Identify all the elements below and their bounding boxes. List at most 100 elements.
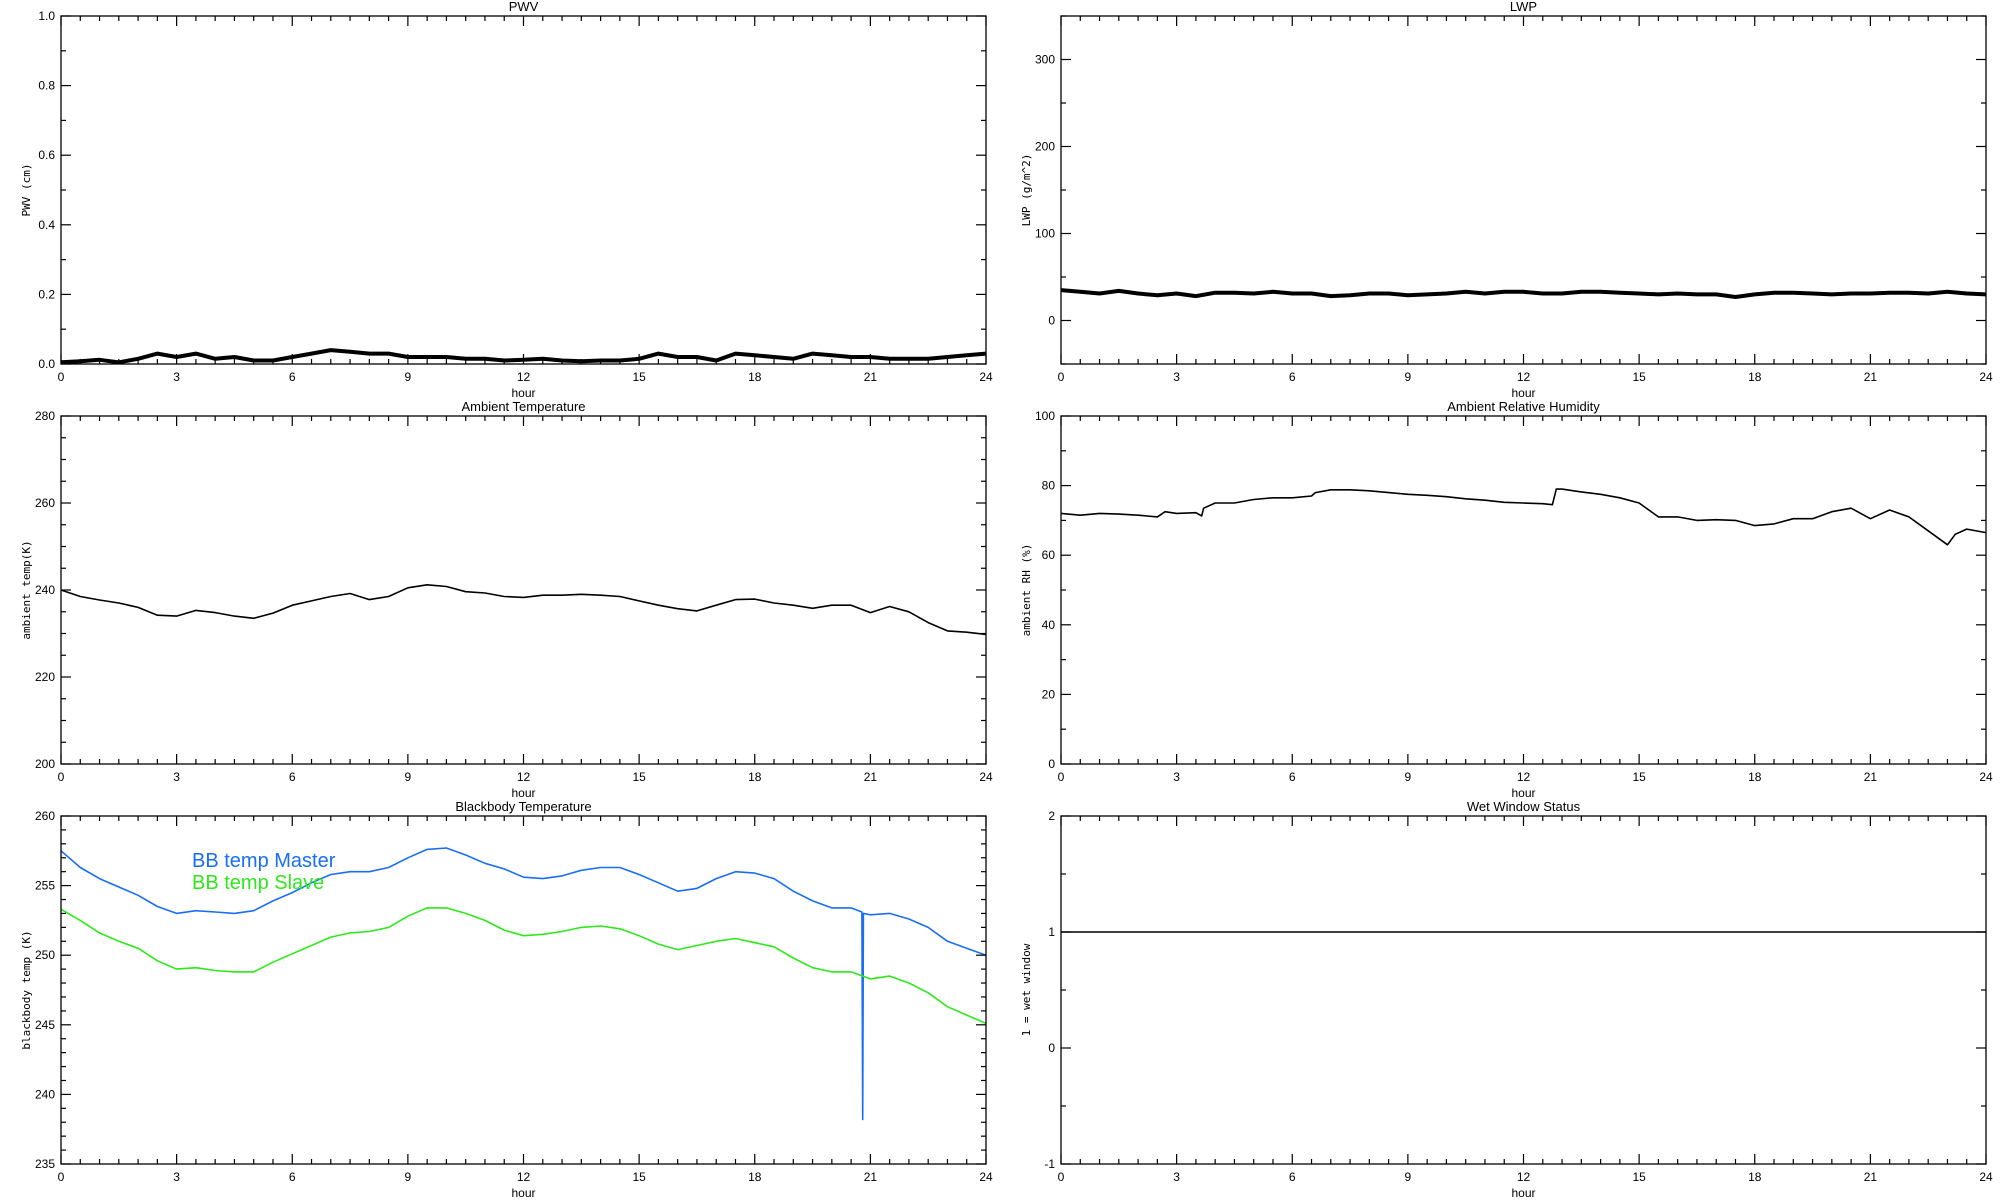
y-tick-label: -1 [1044, 1157, 1055, 1171]
y-tick-label: 0 [1048, 757, 1055, 771]
series-line-1 [60, 907, 987, 1025]
x-tick-label: 0 [58, 370, 65, 384]
blackbody-temperature-chart: 0 3 6 9 12 15 18 21 24 235 240 245 250 255 260 Blackbod… [20, 799, 993, 1200]
x-tick-label: 12 [517, 370, 531, 384]
x-tick-label: 24 [979, 1170, 993, 1184]
x-tick-label: 18 [748, 1170, 762, 1184]
x-tick-label: 18 [1748, 370, 1762, 384]
x-tick-label: 15 [632, 370, 646, 384]
chart-title: Ambient Temperature [461, 399, 585, 414]
x-tick-label: 15 [632, 1170, 646, 1184]
y-tick-label: 1.0 [38, 9, 55, 23]
series-line-0 [1060, 488, 1987, 546]
y-tick-label: 260 [35, 809, 55, 823]
x-tick-label: 15 [1632, 370, 1646, 384]
plot-frame [1060, 15, 1987, 365]
y-tick-label: 1 [1048, 925, 1055, 939]
y-tick-label: 20 [1042, 687, 1056, 701]
x-tick-label: 6 [1289, 770, 1296, 784]
x-tick-label: 6 [1289, 1170, 1296, 1184]
x-tick-label: 0 [1058, 1170, 1065, 1184]
y-tick-label: 100 [1035, 227, 1055, 241]
x-tick-label: 9 [1405, 370, 1412, 384]
x-tick-label: 12 [1517, 770, 1531, 784]
plot-frame [60, 15, 987, 365]
y-tick-label: 200 [35, 757, 55, 771]
x-tick-label: 3 [173, 370, 180, 384]
x-tick-label: 0 [1058, 770, 1065, 784]
ambient-temperature-chart: 0 3 6 9 12 15 18 21 24 200 220 240 260 280 Ambient Tem… [20, 399, 993, 800]
y-axis-label: 1 = wet window [1020, 943, 1033, 1036]
y-axis-label: ambient RH (%) [1020, 544, 1033, 637]
x-tick-label: 3 [1173, 1170, 1180, 1184]
x-tick-label: 21 [1864, 370, 1878, 384]
x-tick-label: 6 [289, 370, 296, 384]
y-tick-label: 0 [1048, 1041, 1055, 1055]
plot-frame [60, 415, 987, 765]
x-tick-label: 24 [979, 370, 993, 384]
y-axis-label: blackbody temp (K) [20, 930, 33, 1049]
legend-entry: BB temp Master [192, 850, 336, 872]
x-axis-label: hour [511, 786, 535, 800]
x-tick-label: 12 [517, 770, 531, 784]
ambient-humidity-chart: 0 3 6 9 12 15 18 21 24 0 20 40 60 80 100 Ambient Relati… [1020, 399, 1993, 800]
x-tick-label: 21 [864, 370, 878, 384]
plot-frame [1060, 815, 1987, 1165]
y-tick-label: 200 [1035, 140, 1055, 154]
y-tick-label: 0.2 [38, 287, 55, 301]
y-tick-label: 0.0 [38, 357, 55, 371]
x-tick-label: 18 [1748, 770, 1762, 784]
lwp-chart: 0 3 6 9 12 15 18 21 24 0 100 200 300 LWP hour LWP (g/m^… [1020, 0, 1993, 400]
chart-title: Wet Window Status [1467, 799, 1581, 814]
y-tick-label: 250 [35, 948, 55, 962]
x-tick-label: 3 [173, 770, 180, 784]
pwv-chart: 0 3 6 9 12 15 18 21 24 0.0 0.2 0.4 0.6 0.8 1.0 PWV hour P… [20, 0, 993, 400]
x-tick-label: 3 [1173, 770, 1180, 784]
x-tick-label: 12 [517, 1170, 531, 1184]
x-tick-label: 12 [1517, 1170, 1531, 1184]
x-tick-label: 0 [58, 1170, 65, 1184]
x-tick-label: 3 [1173, 370, 1180, 384]
x-tick-label: 21 [864, 1170, 878, 1184]
chart-title: Blackbody Temperature [455, 799, 591, 814]
chart-title: PWV [509, 0, 539, 14]
x-tick-label: 6 [289, 1170, 296, 1184]
x-tick-label: 9 [405, 370, 412, 384]
y-tick-label: 245 [35, 1018, 55, 1032]
x-tick-label: 18 [748, 370, 762, 384]
x-tick-label: 15 [632, 770, 646, 784]
x-tick-label: 15 [1632, 1170, 1646, 1184]
x-axis-label: hour [1511, 386, 1535, 400]
series-line-0 [60, 847, 987, 1121]
y-tick-label: 255 [35, 879, 55, 893]
y-tick-label: 240 [35, 583, 55, 597]
x-tick-label: 21 [1864, 1170, 1878, 1184]
x-tick-label: 24 [1979, 1170, 1993, 1184]
y-tick-label: 280 [35, 409, 55, 423]
series-line-0 [60, 584, 987, 636]
y-tick-label: 40 [1042, 618, 1056, 632]
x-tick-label: 12 [1517, 370, 1531, 384]
plot-frame [1060, 415, 1987, 765]
x-tick-label: 21 [864, 770, 878, 784]
y-axis-label: PWV (cm) [20, 164, 33, 217]
chart-title: LWP [1510, 0, 1537, 14]
y-tick-label: 300 [1035, 53, 1055, 67]
x-tick-label: 24 [979, 770, 993, 784]
x-tick-label: 9 [405, 1170, 412, 1184]
x-tick-label: 9 [1405, 1170, 1412, 1184]
chart-title: Ambient Relative Humidity [1447, 399, 1600, 414]
x-axis-label: hour [1511, 786, 1535, 800]
y-tick-label: 0.8 [38, 79, 55, 93]
x-tick-label: 0 [1058, 370, 1065, 384]
x-tick-label: 6 [289, 770, 296, 784]
x-tick-label: 15 [1632, 770, 1646, 784]
x-axis-label: hour [511, 1186, 535, 1200]
y-tick-label: 80 [1042, 479, 1056, 493]
x-tick-label: 24 [1979, 770, 1993, 784]
y-tick-label: 220 [35, 670, 55, 684]
x-tick-label: 9 [1405, 770, 1412, 784]
y-axis-label: ambient temp(K) [20, 540, 33, 639]
